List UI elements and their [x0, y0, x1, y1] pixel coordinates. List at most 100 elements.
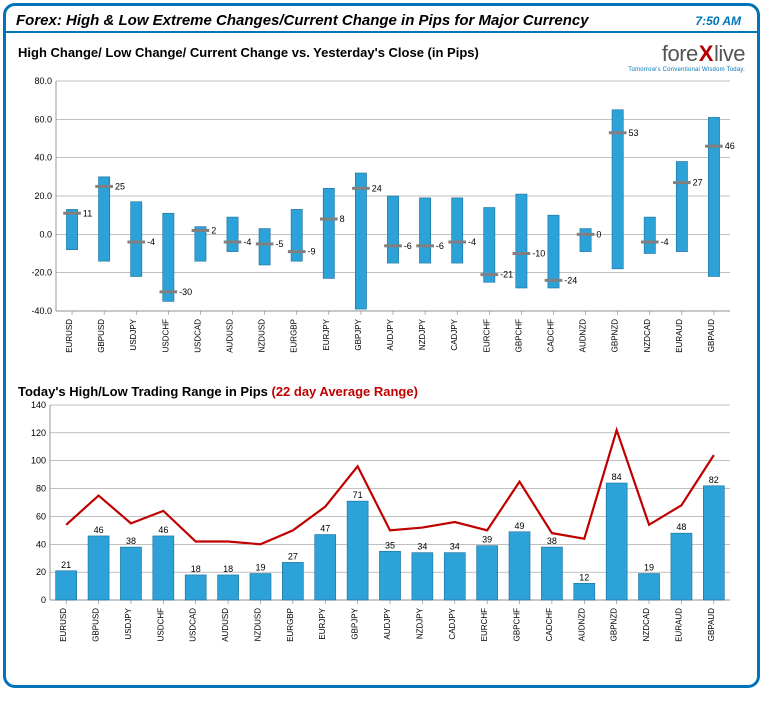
hilo-bar	[419, 198, 430, 263]
category-label: CADJPY	[448, 607, 457, 639]
hilo-bar	[644, 217, 655, 253]
bar-label: 46	[158, 525, 168, 535]
bar-label: 18	[191, 564, 201, 574]
category-label: NZDJPY	[418, 318, 427, 350]
y-tick-label: -40.0	[31, 306, 52, 316]
chart1-header: High Change/ Low Change/ Current Change …	[18, 41, 745, 73]
bar-label: 19	[255, 563, 265, 573]
y-tick-label: 80	[36, 484, 46, 494]
range-bar	[379, 551, 400, 600]
current-marker	[545, 279, 563, 282]
y-tick-label: 20	[36, 567, 46, 577]
current-marker	[95, 185, 113, 188]
bar-label: 49	[515, 521, 525, 531]
current-label: -30	[179, 287, 192, 297]
current-label: 53	[628, 128, 638, 138]
range-bar	[574, 583, 595, 600]
current-marker	[673, 181, 691, 184]
current-label: -6	[404, 241, 412, 251]
category-label: USDJPY	[124, 607, 133, 639]
current-marker	[513, 252, 531, 255]
current-marker	[609, 131, 627, 134]
range-bar	[412, 553, 433, 600]
current-label: -4	[147, 237, 155, 247]
range-bar	[444, 553, 465, 600]
category-label: USDCHF	[161, 319, 170, 352]
hilo-bar	[259, 229, 270, 265]
current-label: 25	[115, 181, 125, 191]
bar-label: 82	[709, 475, 719, 485]
range-bar	[703, 486, 724, 600]
hilo-bar	[387, 196, 398, 263]
current-marker	[127, 241, 145, 244]
range-bar	[639, 574, 660, 600]
current-label: -21	[500, 270, 513, 280]
current-label: 0	[596, 229, 601, 239]
bar-label: 18	[223, 564, 233, 574]
forexlive-logo: foreXlive Tomorrow's Conventional Wisdom…	[628, 41, 745, 73]
high-low-current-chart: -40.0-20.00.020.040.060.080.011EURUSD25G…	[18, 77, 738, 367]
current-label: 24	[372, 183, 382, 193]
category-label: EURCHF	[482, 319, 491, 352]
range-bar	[218, 575, 239, 600]
category-label: CADJPY	[450, 318, 459, 350]
category-label: GBPUSD	[92, 608, 101, 642]
logo-tagline: Tomorrow's Conventional Wisdom Today.	[628, 67, 745, 73]
hilo-bar	[323, 188, 334, 278]
category-label: GBPJPY	[354, 318, 363, 350]
current-marker	[352, 187, 370, 190]
chart2-title-red: (22 day Average Range)	[268, 384, 418, 399]
category-label: GBPAUD	[707, 608, 716, 641]
category-label: USDJPY	[129, 318, 138, 350]
category-label: AUDUSD	[226, 319, 235, 353]
bar-label: 21	[61, 560, 71, 570]
hilo-bar	[516, 194, 527, 288]
category-label: EURAUD	[674, 608, 683, 642]
bar-label: 47	[320, 524, 330, 534]
category-label: USDCAD	[193, 319, 202, 353]
y-tick-label: 0	[41, 595, 46, 605]
chart1-title: High Change/ Low Change/ Current Change …	[18, 41, 628, 60]
current-marker	[192, 229, 210, 232]
range-bar	[185, 575, 206, 600]
current-label: -24	[564, 275, 577, 285]
category-label: EURAUD	[675, 319, 684, 353]
category-label: AUDNZD	[579, 319, 588, 353]
bar-label: 39	[482, 535, 492, 545]
bar-label: 46	[94, 525, 104, 535]
hilo-bar	[131, 202, 142, 277]
range-bar	[282, 562, 303, 600]
y-tick-label: 40.0	[34, 153, 52, 163]
hilo-bar	[227, 217, 238, 252]
bar-label: 38	[547, 536, 557, 546]
bar-label: 35	[385, 540, 395, 550]
category-label: AUDNZD	[577, 608, 586, 642]
category-label: GBPCHF	[513, 608, 522, 641]
current-marker	[448, 241, 466, 244]
hilo-bar	[452, 198, 463, 263]
hilo-bar	[99, 177, 110, 261]
current-label: -6	[436, 241, 444, 251]
current-label: -4	[468, 237, 476, 247]
category-label: NZDJPY	[415, 607, 424, 639]
category-label: AUDJPY	[383, 607, 392, 639]
y-tick-label: 120	[31, 428, 46, 438]
category-label: NZDCAD	[643, 319, 652, 353]
current-label: -4	[661, 237, 669, 247]
range-bar	[120, 547, 141, 600]
category-label: EURUSD	[59, 608, 68, 642]
hilo-bar	[291, 209, 302, 261]
current-marker	[384, 244, 402, 247]
y-tick-label: 60.0	[34, 114, 52, 124]
category-label: EURUSD	[65, 319, 74, 353]
category-label: CADCHF	[546, 319, 555, 352]
current-label: 27	[693, 178, 703, 188]
category-label: NZDUSD	[253, 608, 262, 642]
category-label: GBPAUD	[707, 319, 716, 352]
hilo-bar	[548, 215, 559, 288]
range-bar	[315, 535, 336, 600]
current-marker	[224, 241, 242, 244]
category-label: EURCHF	[480, 608, 489, 641]
main-panel: Forex: High & Low Extreme Changes/Curren…	[3, 3, 760, 688]
range-bar	[250, 574, 271, 600]
